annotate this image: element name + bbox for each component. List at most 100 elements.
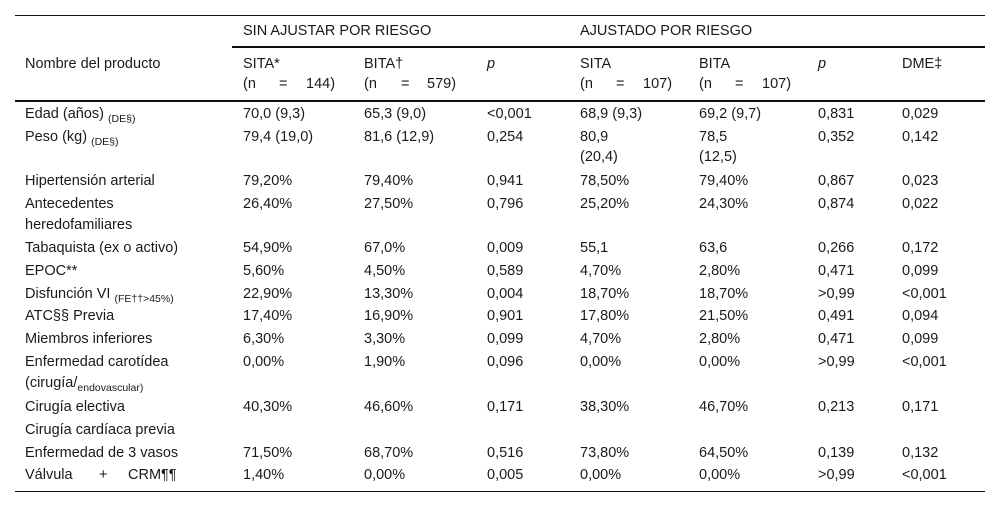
cell-bita-unadjusted: 65,3 (9,0) [364,106,427,122]
n-value: 144) [306,76,336,92]
cell-sita-unadjusted: 70,0 (9,3) [243,106,306,122]
cell-sita-unadjusted: 54,90% [243,240,293,256]
cell-p-adjusted: 0,266 [818,240,855,256]
cell-sita-adjusted: 38,30% [580,399,630,415]
cell-dme: 0,132 [902,445,939,461]
cell-bita-unadjusted: 16,90% [364,308,414,324]
cell-dme: 0,022 [902,196,939,212]
cell-sita-adjusted: 4,70% [580,263,622,279]
cell-bita-unadjusted: 81,6 (12,9) [364,129,435,145]
cell-sita-adjusted: 68,9 (9,3) [580,106,643,122]
cell-dme: 0,099 [902,331,939,347]
n-value: 107) [762,76,792,92]
column-name: SITA [580,56,612,72]
row-label: Antecedentes [25,196,114,212]
cell-p-unadjusted: 0,516 [487,445,524,461]
row-label: Disfunción VI (FE††>45%) [25,286,174,305]
cell-bita-unadjusted: 68,70% [364,445,414,461]
cell-p-adjusted: >0,99 [818,354,855,370]
cell-bita-unadjusted: 4,50% [364,263,406,279]
cell-sita-unadjusted: 6,30% [243,331,285,347]
row-label: Tabaquista (ex o activo) [25,240,179,256]
cell-sita-adjusted: 78,50% [580,173,630,189]
n-open: (n [580,76,593,92]
cell-sita-adjusted: 4,70% [580,331,622,347]
cell-dme: 0,094 [902,308,939,324]
cell-dme: 0,172 [902,240,939,256]
top-rule [15,15,985,16]
cell-dme: <0,001 [902,286,947,302]
cell-dme: 0,023 [902,173,939,189]
cell-p-unadjusted: 0,254 [487,129,524,145]
cell-p-adjusted: 0,491 [818,308,855,324]
cell-p-unadjusted: 0,096 [487,354,524,370]
n-eq: = [401,76,410,92]
cell-p-unadjusted: 0,941 [487,173,524,189]
cell-p-adjusted: 0,874 [818,196,855,212]
cell-p-adjusted: >0,99 [818,286,855,302]
cell-bita-adjusted: 2,80% [699,331,741,347]
cell-bita-adjusted: 63,6 [699,240,728,256]
cell-p-unadjusted: 0,004 [487,286,524,302]
row-label: ATC§§ Previa [25,308,115,324]
n-eq: = [735,76,744,92]
cell-sita-unadjusted: 40,30% [243,399,293,415]
row-label-line2: (cirugía/endovascular) [25,375,144,394]
cell-dme: <0,001 [902,467,947,483]
cell-dme: 0,142 [902,129,939,145]
cell-dme: 0,099 [902,263,939,279]
cell-sita-unadjusted: 1,40% [243,467,285,483]
row-label: EPOC** [25,263,78,279]
column-header-dme: DME‡ [902,56,943,72]
column-name: SITA* [243,56,280,72]
cell-sita-adjusted: 73,80% [580,445,630,461]
n-value: 579) [427,76,457,92]
cell-p-adjusted: 0,831 [818,106,855,122]
row-label: Peso (kg) (DE§) [25,129,119,148]
cell-p-adjusted: >0,99 [818,467,855,483]
column-header-label: Nombre del producto [25,56,161,72]
row-label: Enfermedad de 3 vasos [25,445,179,461]
cell-p-unadjusted: 0,589 [487,263,524,279]
cell-sita-adjusted: 17,80% [580,308,630,324]
cell-bita-adjusted: 2,80% [699,263,741,279]
cell-bita-adjusted: 0,00% [699,467,741,483]
cell-sita-adjusted: 25,20% [580,196,630,212]
row-label: Cirugía electiva [25,399,125,415]
cell-bita-adjusted-line2: (12,5) [699,149,737,165]
cell-bita-adjusted: 64,50% [699,445,749,461]
column-name: BITA [699,56,731,72]
row-label: Cirugía cardíaca previa [25,422,175,438]
row-label-line2: heredofamiliares [25,217,133,233]
cell-bita-unadjusted: 0,00% [364,467,406,483]
group-header-adjusted: AJUSTADO POR RIESGO [580,23,753,39]
row-label-crm: CRM¶¶ [128,467,177,483]
cell-p-adjusted: 0,471 [818,263,855,279]
n-open: (n [364,76,377,92]
cell-bita-unadjusted: 13,30% [364,286,414,302]
cell-sita-adjusted: 55,1 [580,240,609,256]
cell-bita-unadjusted: 27,50% [364,196,414,212]
cell-bita-adjusted: 79,40% [699,173,749,189]
cell-sita-unadjusted: 79,4 (19,0) [243,129,314,145]
cell-bita-adjusted: 24,30% [699,196,749,212]
cell-sita-adjusted: 0,00% [580,354,622,370]
n-eq: = [279,76,288,92]
cell-bita-unadjusted: 1,90% [364,354,406,370]
cell-bita-adjusted: 46,70% [699,399,749,415]
cell-bita-unadjusted: 79,40% [364,173,414,189]
row-label-plus: + [99,467,108,483]
cell-bita-adjusted: 78,5 [699,129,728,145]
cell-dme: 0,029 [902,106,939,122]
cell-p-adjusted: 0,213 [818,399,855,415]
cell-sita-unadjusted: 22,90% [243,286,293,302]
cell-sita-adjusted: 80,9 [580,129,609,145]
n-eq: = [616,76,625,92]
cell-bita-unadjusted: 46,60% [364,399,414,415]
cell-sita-unadjusted: 71,50% [243,445,293,461]
cell-sita-adjusted: 18,70% [580,286,630,302]
cell-p-unadjusted: 0,796 [487,196,524,212]
column-header-p-adjusted: p [818,56,827,72]
cell-p-adjusted: 0,139 [818,445,855,461]
n-value: 107) [643,76,673,92]
